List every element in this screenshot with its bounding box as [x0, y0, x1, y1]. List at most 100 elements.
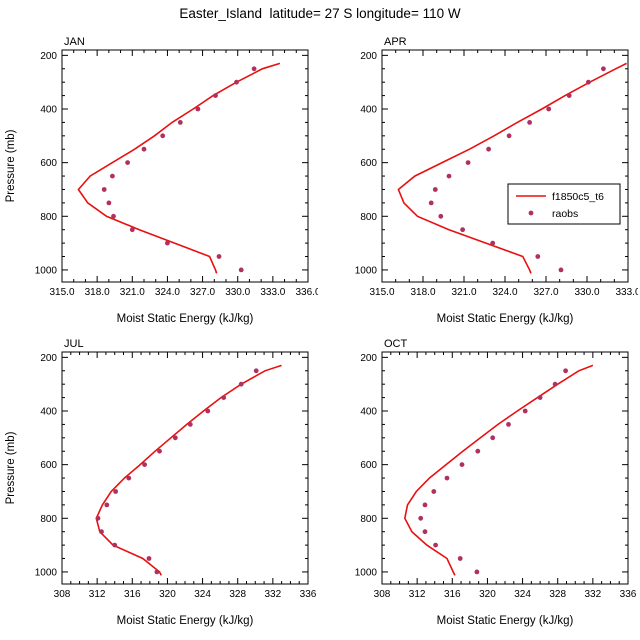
- panel-label: OCT: [384, 338, 408, 350]
- obs-dot: [172, 435, 178, 441]
- obs-dot: [537, 395, 543, 400]
- x-major-ticks: [61, 352, 309, 584]
- legend-label-obs: raobs: [552, 208, 578, 220]
- chart-jan: JAN 315.0 318.0 321.0 324.0 327.0 330.0 333.0 33…: [5, 36, 321, 325]
- y-tick-label: 800: [40, 212, 57, 223]
- y-tick-label: 200: [360, 51, 377, 62]
- x-tick-label: 315.0: [49, 287, 74, 298]
- x-tick-label: 312: [409, 589, 426, 600]
- x-tick-label: 332: [585, 589, 602, 600]
- x-tick-label: 315.0: [369, 287, 394, 298]
- obs-dot: [234, 79, 239, 85]
- obs-dot: [106, 200, 112, 206]
- y-major-ticks: [382, 54, 628, 271]
- y-minor-ticks: [382, 370, 628, 560]
- obs-dot: [444, 475, 450, 481]
- obs-dot: [195, 106, 201, 112]
- y-major-ticks: [62, 54, 308, 271]
- x-minor-ticks: [390, 352, 620, 584]
- obs-dot: [112, 542, 118, 548]
- obs-dot: [251, 66, 257, 72]
- panel-jul: JUL 308 312 316 320 324 328 332 336 200 400 600 800 1…: [0, 332, 320, 634]
- obs-dots: [101, 66, 257, 273]
- y-tick-label: 600: [40, 158, 57, 169]
- obs-dot: [446, 173, 452, 179]
- obs-dot: [213, 93, 218, 98]
- x-axis-title: Moist Static Energy (kJ/kg): [437, 615, 574, 627]
- y-minor-ticks: [62, 68, 308, 258]
- obs-dot: [154, 569, 160, 575]
- y-tick-label: 400: [40, 105, 57, 116]
- chart-apr: APR 315.0 318.0 321.0 324.0 327.0 330.0 333.0 20…: [355, 36, 640, 325]
- obs-dot: [431, 489, 437, 494]
- obs-dots: [428, 66, 606, 273]
- obs-dot: [253, 368, 259, 374]
- obs-dot: [546, 106, 552, 112]
- obs-dot: [104, 502, 110, 508]
- obs-dot: [111, 213, 116, 219]
- x-tick-label: 316: [444, 589, 461, 600]
- x-tick-label: 327.0: [533, 287, 558, 298]
- obs-dot: [238, 267, 244, 273]
- x-tick-label: 324.0: [155, 287, 180, 298]
- obs-dot: [95, 515, 101, 521]
- obs-dot: [566, 93, 572, 98]
- obs-dot: [238, 381, 244, 387]
- x-tick-label: 318.0: [410, 287, 435, 298]
- obs-dot: [475, 448, 481, 454]
- obs-dot: [221, 395, 227, 400]
- y-tick-label: 800: [360, 514, 377, 525]
- obs-dot: [101, 187, 107, 192]
- obs-dot: [146, 556, 152, 561]
- plot-box: [381, 351, 629, 585]
- y-tick-label: 600: [360, 460, 377, 471]
- obs-dot: [460, 227, 465, 233]
- obs-dot: [126, 475, 132, 481]
- y-major-ticks: [62, 356, 308, 573]
- y-tick-label: 800: [360, 212, 377, 223]
- obs-dot: [490, 435, 496, 441]
- x-tick-label: 321.0: [120, 287, 145, 298]
- obs-dot: [216, 254, 222, 259]
- y-tick-label: 800: [40, 514, 57, 525]
- obs-dot: [113, 489, 118, 494]
- y-tick-label: 400: [40, 407, 57, 418]
- x-axis-title: Moist Static Energy (kJ/kg): [117, 615, 254, 627]
- plot-box: [61, 49, 309, 283]
- x-major-ticks: [381, 50, 629, 282]
- x-major-ticks: [61, 50, 309, 282]
- x-axis-title: Moist Static Energy (kJ/kg): [117, 313, 254, 325]
- panels-grid: JAN 315.0 318.0 321.0 324.0 327.0 330.0 333.0 33…: [0, 30, 640, 634]
- obs-dot: [522, 408, 528, 414]
- obs-dot: [125, 160, 130, 166]
- y-minor-ticks: [382, 68, 628, 258]
- obs-dot: [433, 542, 438, 548]
- model-line: [77, 62, 281, 274]
- panel-oct: OCT 308 312 316 320 324 328 332 336 200 400 600 800 1…: [320, 332, 640, 634]
- x-tick-label: 320: [479, 589, 496, 600]
- x-tick-label: 308: [54, 589, 71, 600]
- y-tick-label: 600: [40, 460, 57, 471]
- obs-dot: [428, 200, 434, 206]
- obs-dot: [141, 146, 147, 152]
- figure-title: Easter_Island latitude= 27 S longitude= …: [179, 6, 461, 21]
- x-tick-label: 333.0: [260, 287, 285, 298]
- obs-dot: [506, 422, 511, 427]
- y-major-ticks: [382, 356, 628, 573]
- x-tick-label: 336.0: [295, 287, 318, 298]
- y-tick-label: 200: [360, 353, 377, 364]
- y-tick-label: 200: [40, 51, 57, 62]
- obs-dot: [535, 254, 541, 259]
- obs-dot: [457, 556, 463, 561]
- x-tick-label: 324.0: [492, 287, 517, 298]
- obs-dots: [95, 368, 259, 575]
- x-tick-label: 336: [300, 589, 317, 600]
- obs-dot: [432, 187, 438, 192]
- y-tick-label: 1000: [355, 265, 378, 276]
- model-line: [403, 364, 594, 576]
- y-minor-ticks: [62, 370, 308, 560]
- chart-jul: JUL 308 312 316 320 324 328 332 336 200 400 600 800 1…: [5, 338, 317, 627]
- x-tick-label: 332: [265, 589, 282, 600]
- panel-label: JAN: [64, 36, 85, 48]
